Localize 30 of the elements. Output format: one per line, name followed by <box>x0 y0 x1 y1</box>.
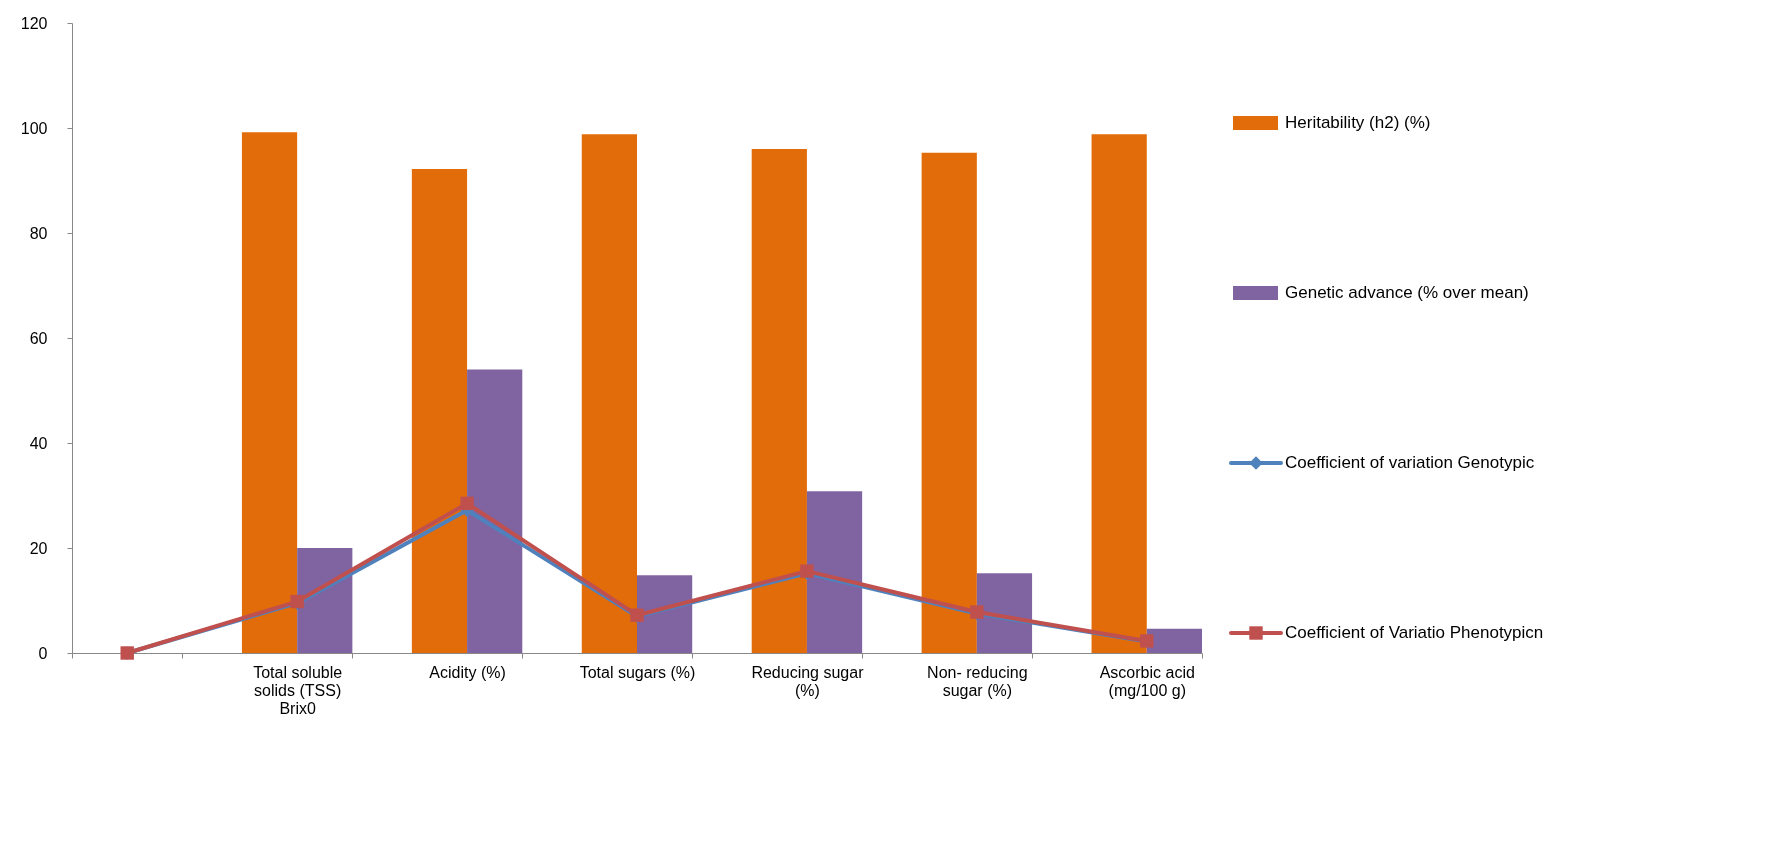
bar <box>297 548 353 653</box>
bar <box>637 575 693 653</box>
y-tick-label: 40 <box>29 434 48 452</box>
bar <box>581 134 637 653</box>
bar <box>411 168 468 653</box>
x-tick-label: Acidity (%) <box>429 663 506 681</box>
legend-label: Coefficient of variation Genotypic <box>1285 453 1535 472</box>
bar <box>976 573 1033 653</box>
x-tick-label: Total soluble solids (TSS) Brix0 <box>253 663 343 717</box>
legend-label: Coefficient of Variatio Phenotypicn <box>1285 623 1544 642</box>
x-tick-label: Ascorbic acid (mg/100 g) <box>1099 663 1195 699</box>
x-tick-label: Non- reducing sugar (%) <box>927 663 1028 699</box>
bar <box>241 132 298 653</box>
bar <box>921 152 977 653</box>
bar <box>467 369 523 653</box>
bar <box>1091 134 1147 653</box>
y-tick-label: 60 <box>29 329 48 347</box>
bar <box>806 491 863 653</box>
bar <box>1146 628 1202 653</box>
y-tick-label: 0 <box>38 644 48 662</box>
y-tick-label: 20 <box>29 539 48 557</box>
x-tick-label: Total sugars (%) <box>579 663 696 681</box>
y-tick-label: 100 <box>20 119 48 137</box>
legend-label: Genetic advance (% over mean) <box>1285 283 1529 302</box>
point <box>460 496 474 511</box>
x-tick-label: Reducing sugar (%) <box>751 663 865 699</box>
y-tick-label: 80 <box>29 224 48 242</box>
y-tick-label: 120 <box>20 14 48 32</box>
bar <box>751 149 807 653</box>
legend-label: Heritability (h2) (%) <box>1285 113 1431 132</box>
